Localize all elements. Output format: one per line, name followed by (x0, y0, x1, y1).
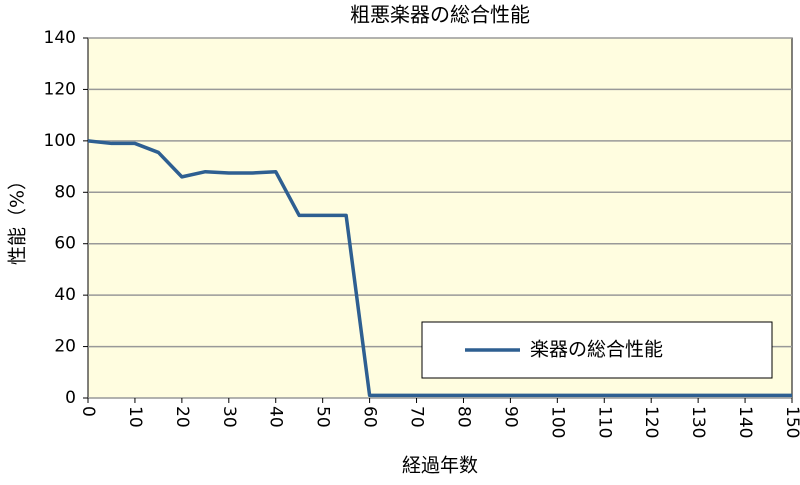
chart-title: 粗悪楽器の総合性能 (350, 3, 530, 27)
y-tick-label: 60 (54, 234, 76, 254)
y-tick-label: 140 (44, 28, 76, 48)
legend-label: 楽器の総合性能 (530, 339, 663, 361)
y-tick-label: 80 (54, 182, 76, 202)
x-tick-label: 60 (360, 406, 380, 428)
x-tick-label: 20 (172, 406, 192, 428)
x-tick-label: 90 (500, 406, 520, 428)
y-axis-label: 性能（%） (7, 171, 29, 265)
x-tick-label: 50 (313, 406, 333, 428)
y-tick-label: 100 (44, 131, 76, 151)
x-tick-label: 70 (407, 406, 427, 428)
y-tick-label: 120 (44, 79, 76, 99)
y-tick-label: 40 (54, 285, 76, 305)
x-tick-label: 120 (641, 406, 661, 438)
x-axis-label: 経過年数 (402, 455, 478, 477)
y-tick-label: 20 (54, 337, 76, 357)
series-line (87, 139, 792, 398)
x-tick-label: 100 (547, 406, 567, 438)
x-tick-label: 10 (125, 406, 145, 428)
x-tick-label: 150 (782, 406, 800, 438)
x-tick-label: 30 (219, 406, 239, 428)
x-tick-label: 80 (453, 406, 473, 428)
x-tick-label: 40 (266, 406, 286, 428)
y-tick-label: 0 (65, 388, 76, 408)
legend: 楽器の総合性能 (421, 321, 773, 379)
x-tick-label: 110 (594, 406, 614, 438)
x-tick-label: 130 (688, 406, 708, 438)
x-tick-label: 0 (78, 406, 98, 417)
x-tick-label: 140 (735, 406, 755, 438)
